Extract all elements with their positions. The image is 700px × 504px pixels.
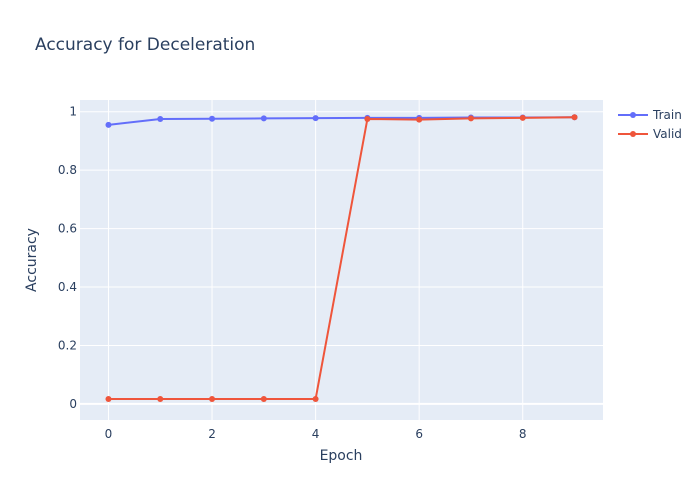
legend-label: Train — [652, 108, 682, 122]
chart-title: Accuracy for Deceleration — [35, 35, 255, 55]
valid-line — [108, 116, 575, 400]
x-tick-label: 2 — [208, 427, 216, 441]
legend-swatch-marker — [630, 131, 636, 137]
legend-swatch-marker — [630, 112, 636, 118]
y-tick-label: 1 — [69, 105, 77, 119]
y-axis-title: Accuracy — [24, 228, 40, 292]
valid-point — [312, 395, 319, 402]
x-gridlines — [107, 100, 524, 420]
train-point — [260, 115, 267, 122]
x-tick-label: 6 — [415, 427, 423, 441]
train-point — [312, 115, 319, 122]
valid-point — [364, 115, 371, 122]
x-tick-label: 4 — [312, 427, 320, 441]
valid-point — [209, 395, 216, 402]
series-layer — [105, 114, 578, 402]
valid-point — [519, 114, 526, 121]
x-tick-label: 8 — [519, 427, 527, 441]
x-tick-label: 0 — [105, 427, 113, 441]
legend-item-valid[interactable]: Valid — [618, 127, 682, 141]
legend-item-train[interactable]: Train — [618, 108, 682, 122]
legend-label: Valid — [653, 127, 682, 141]
train-point — [157, 115, 164, 122]
valid-point — [105, 395, 112, 402]
y-tick-label: 0 — [69, 397, 77, 411]
valid-point — [260, 395, 267, 402]
valid-point — [157, 395, 164, 402]
valid-point — [416, 116, 423, 123]
valid-point — [467, 115, 474, 122]
y-tick-label: 0.6 — [58, 222, 77, 236]
y-tick-label: 0.8 — [58, 163, 77, 177]
series-valid — [105, 114, 578, 402]
valid-point — [571, 114, 578, 121]
y-tick-label: 0.4 — [58, 280, 77, 294]
legend: Train Valid — [618, 108, 682, 141]
train-point — [209, 115, 216, 122]
y-gridlines — [80, 111, 603, 405]
x-tick-labels: 0 2 4 6 8 — [105, 427, 527, 441]
x-axis-title: Epoch — [320, 448, 363, 464]
train-point — [105, 121, 112, 128]
y-tick-label: 0.2 — [58, 338, 77, 352]
y-tick-labels: 0 0.2 0.4 0.6 0.8 1 — [58, 105, 77, 411]
